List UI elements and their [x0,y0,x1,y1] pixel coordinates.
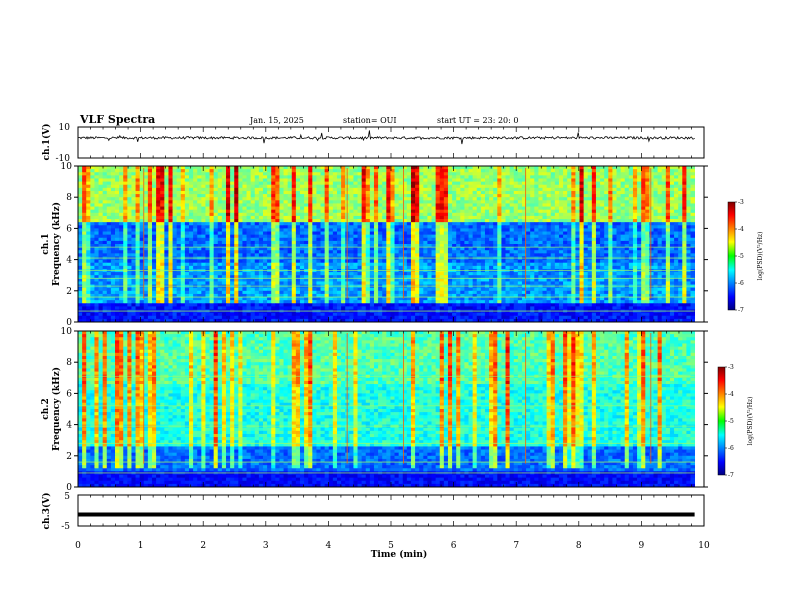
ch1-freq-ticks: 0 2 4 6 8 10 [61,162,708,328]
time-tick-label: 4 [326,541,332,551]
ch1-waveform-frame [77,126,705,159]
freq-tick-label: 6 [66,224,72,234]
station-label: station= OUI [343,116,397,125]
ch2-spectrogram-panel: 0 2 4 6 8 10 ch.2 Frequency (kHz) [41,327,708,493]
ch1-colorbar-ticks: -3 -4 -5 -6 -7 [735,199,744,314]
ch1-ytick-top: 10 [59,123,71,133]
ch2-colorbar: -3 -4 -5 -6 -7 log(PSD)(V²/Hz) [717,364,754,479]
figure-title: VLF Spectra [79,113,155,126]
ch1-colorbar-gradient [727,201,736,311]
ch2-colorbar-gradient [717,366,726,476]
time-tick-label: 0 [75,541,81,551]
ch1-ytick-bottom: -10 [56,154,71,164]
time-tick-label: 7 [513,541,519,551]
ch3-waveform-frame [77,494,705,527]
freq-tick-label: 8 [66,193,72,203]
freq-tick-label: 0 [66,318,72,328]
freq-tick-label: 8 [66,358,72,368]
time-axis-label: Time (min) [371,549,428,560]
freq-tick-label: 6 [66,389,72,399]
colorbar-tick-label: -7 [728,472,734,479]
ch2-spectrogram-ylabel-frequency: Frequency (kHz) [51,367,62,451]
colorbar-tick-label: -6 [728,445,734,452]
freq-tick-label: 4 [66,421,72,431]
ch3-waveform-panel: 5 -5 ch.3(V) [41,492,705,532]
ch2-spectrogram-ylabel-channel: ch.2 [41,398,51,419]
colorbar-tick-label: -3 [728,364,734,371]
ch1-colorbar: -3 -4 -5 -6 -7 log(PSD)(V²/Hz) [727,199,764,314]
ch1-spectrogram-panel: 0 2 4 6 8 10 ch.1 Frequency (kHz) [41,162,708,328]
ch1-spectrogram-ylabel-frequency: Frequency (kHz) [51,202,62,286]
ch1-colorbar-label: log(PSD)(V²/Hz) [757,232,764,281]
ch1-spectrogram-ylabel-channel: ch.1 [41,233,51,254]
ch3-ytick-top: 5 [64,492,70,502]
ch2-freq-ticks: 0 2 4 6 8 10 [61,327,708,493]
freq-tick-label: 10 [61,162,73,172]
colorbar-tick-label: -5 [738,253,744,260]
time-tick-label: 2 [200,541,206,551]
date-label: Jan. 15, 2025 [249,116,304,125]
ch1-waveform-panel: 10 -10 ch.1(V) [41,123,705,164]
ch2-colorbar-label: log(PSD)(V²/Hz) [747,397,754,446]
colorbar-tick-label: -3 [738,199,744,206]
colorbar-tick-label: -6 [738,280,744,287]
time-tick-label: 6 [451,541,457,551]
freq-tick-label: 4 [66,256,72,266]
freq-tick-label: 2 [66,287,72,297]
ch1-waveform-ylabel: ch.1(V) [41,124,52,161]
ch3-ytick-bottom: -5 [61,522,70,532]
time-tick-labels: 0 1 2 3 4 5 6 7 8 9 10 [75,541,710,551]
freq-tick-label: 2 [66,452,72,462]
time-ticks [77,127,705,526]
ch1-spectrogram-image [78,166,704,323]
time-tick-label: 1 [138,541,144,551]
time-tick-label: 3 [263,541,269,551]
ch3-waveform-ylabel: ch.3(V) [41,493,52,530]
time-tick-label: 9 [639,541,645,551]
colorbar-tick-label: -5 [728,418,734,425]
start-time-label: start UT = 23: 20: 0 [437,116,518,125]
colorbar-tick-label: -7 [738,307,744,314]
time-tick-label: 10 [698,541,710,551]
ch2-spectrogram-image [78,331,704,488]
colorbar-tick-label: -4 [738,226,744,233]
time-tick-label: 8 [576,541,582,551]
time-tick-label: 5 [388,541,394,551]
ch2-colorbar-ticks: -3 -4 -5 -6 -7 [725,364,734,479]
colorbar-tick-label: -4 [728,391,734,398]
freq-tick-label: 10 [61,327,73,337]
freq-tick-label: 0 [66,483,72,493]
ch1-waveform-trace [78,130,695,145]
